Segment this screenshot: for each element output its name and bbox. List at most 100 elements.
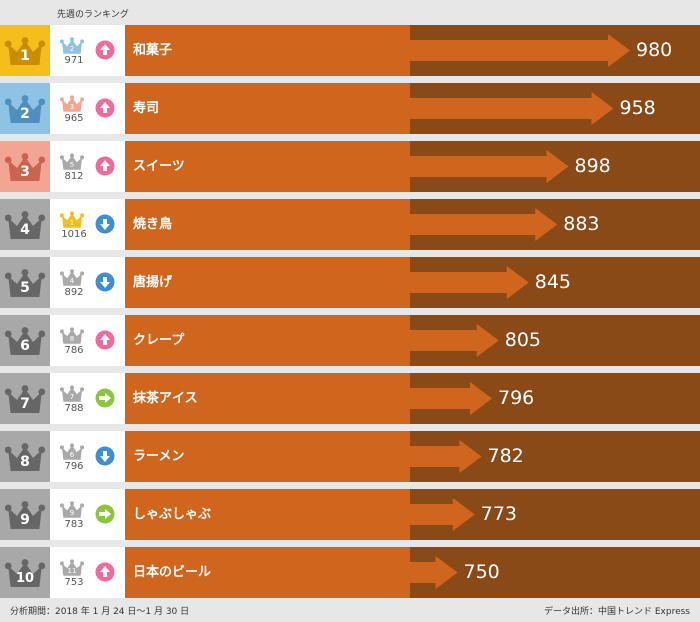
rank-cell: 1 [0,25,50,76]
prev-crown-icon: 5 [60,153,84,170]
prev-crown-icon: 3 [60,95,84,112]
score-bar: 抹茶アイス 796 [125,373,700,424]
prev-rank-number: 7 [70,393,74,401]
ranking-row: 5 4 892 唐揚げ 845 [0,257,700,308]
previous-week-cell: 7 788 [50,373,125,424]
prev-rank-number: 3 [70,103,74,111]
data-source: データ出所：中国トレンド Express [543,607,690,617]
rank-number: 10 [16,571,34,586]
prev-crown-icon: 4 [60,269,84,286]
trend-down-icon [95,446,115,466]
score-bar: クレープ 805 [125,315,700,366]
score-value: 773 [480,503,518,525]
rank-number: 5 [20,280,30,296]
rank-number: 9 [20,512,30,528]
item-name: ラーメン [133,449,185,464]
rank-cell: 5 [0,257,50,308]
trend-down-icon [95,214,115,234]
ranking-row: 4 1 1016 焼き鳥 883 [0,199,700,250]
item-name: 寿司 [133,101,160,116]
trend-down-icon [95,272,115,292]
rank-cell: 6 [0,315,50,366]
trend-up-icon [95,98,115,118]
prev-crown-icon: 2 [60,37,84,54]
bar-fill [125,83,410,134]
item-name: スイーツ [133,159,185,174]
prev-rank-number: 2 [70,45,74,53]
score-bar: しゃぶしゃぶ 773 [125,489,700,540]
prev-rank-number: 4 [70,277,75,285]
prev-count: 812 [64,171,84,182]
prev-count: 788 [64,403,84,414]
score-arrow-icon [410,440,482,473]
score-value: 898 [574,155,611,177]
previous-week-cell: 9 783 [50,489,125,540]
item-name: 唐揚げ [133,275,173,290]
ranking-row: 7 7 788 抹茶アイス 796 [0,373,700,424]
prev-crown-icon: 11 [60,559,84,576]
prev-count: 783 [64,519,84,530]
score-arrow-icon [410,208,558,241]
score-bar: スイーツ 898 [125,141,700,192]
rank-number: 6 [20,338,30,354]
bar-fill [125,489,410,540]
ranking-row: 2 3 965 寿司 958 [0,83,700,134]
score-value: 805 [504,329,542,351]
ranking-row: 10 11 753 日本のビール 750 [0,547,700,598]
prev-rank-number: 1 [70,219,74,227]
score-arrow-icon [410,34,630,67]
rank-number: 7 [20,396,30,412]
prev-crown-icon: 7 [60,385,84,402]
bar-fill [125,257,410,308]
crown-icon: 9 [4,501,46,529]
prev-crown-icon: 8 [60,327,84,344]
score-arrow-icon [410,498,475,531]
rank-cell: 10 [0,547,50,598]
item-name: しゃぶしゃぶ [133,507,212,522]
prev-rank-number: 9 [70,509,74,517]
score-bar: ラーメン 782 [125,431,700,482]
bar-fill [125,199,410,250]
rank-number: 3 [20,164,30,180]
bar-fill [125,431,410,482]
trend-flat-icon [95,504,115,524]
rank-cell: 4 [0,199,50,250]
ranking-row: 9 9 783 しゃぶしゃぶ 773 [0,489,700,540]
previous-week-cell: 5 812 [50,141,125,192]
rank-cell: 2 [0,83,50,134]
prev-count: 1016 [61,229,87,240]
crown-icon: 6 [4,327,46,355]
score-value: 750 [463,561,500,583]
previous-week-cell: 3 965 [50,83,125,134]
score-bar: 日本のビール 750 [125,547,700,598]
previous-week-cell: 6 796 [50,431,125,482]
crown-icon: 1 [4,37,46,65]
bar-fill [125,315,410,366]
rank-cell: 9 [0,489,50,540]
score-arrow-icon [410,92,614,125]
ranking-row: 3 5 812 スイーツ 898 [0,141,700,192]
score-arrow-icon [410,150,569,183]
previous-week-cell: 11 753 [50,547,125,598]
score-value: 796 [498,387,535,409]
prev-week-ranking-label: 先週のランキング [57,10,129,20]
score-bar: 和菓子 980 [125,25,700,76]
rank-number: 4 [20,222,30,238]
item-name: クレープ [133,333,185,348]
bar-fill [125,373,410,424]
rank-cell: 3 [0,141,50,192]
score-arrow-icon [410,556,458,589]
prev-count: 753 [64,577,84,588]
previous-week-cell: 2 971 [50,25,125,76]
trend-flat-icon [95,388,115,408]
rank-cell: 7 [0,373,50,424]
previous-week-cell: 1 1016 [50,199,125,250]
analysis-period: 分析期間：2018 年 1 月 24 日〜1 月 30 日 [10,607,190,617]
trend-up-icon [95,156,115,176]
item-name: 焼き鳥 [133,217,173,232]
rank-number: 2 [20,106,30,122]
ranking-row: 6 8 786 クレープ 805 [0,315,700,366]
crown-icon: 10 [4,559,46,587]
bar-fill [125,547,410,598]
prev-crown-icon: 9 [60,501,84,518]
